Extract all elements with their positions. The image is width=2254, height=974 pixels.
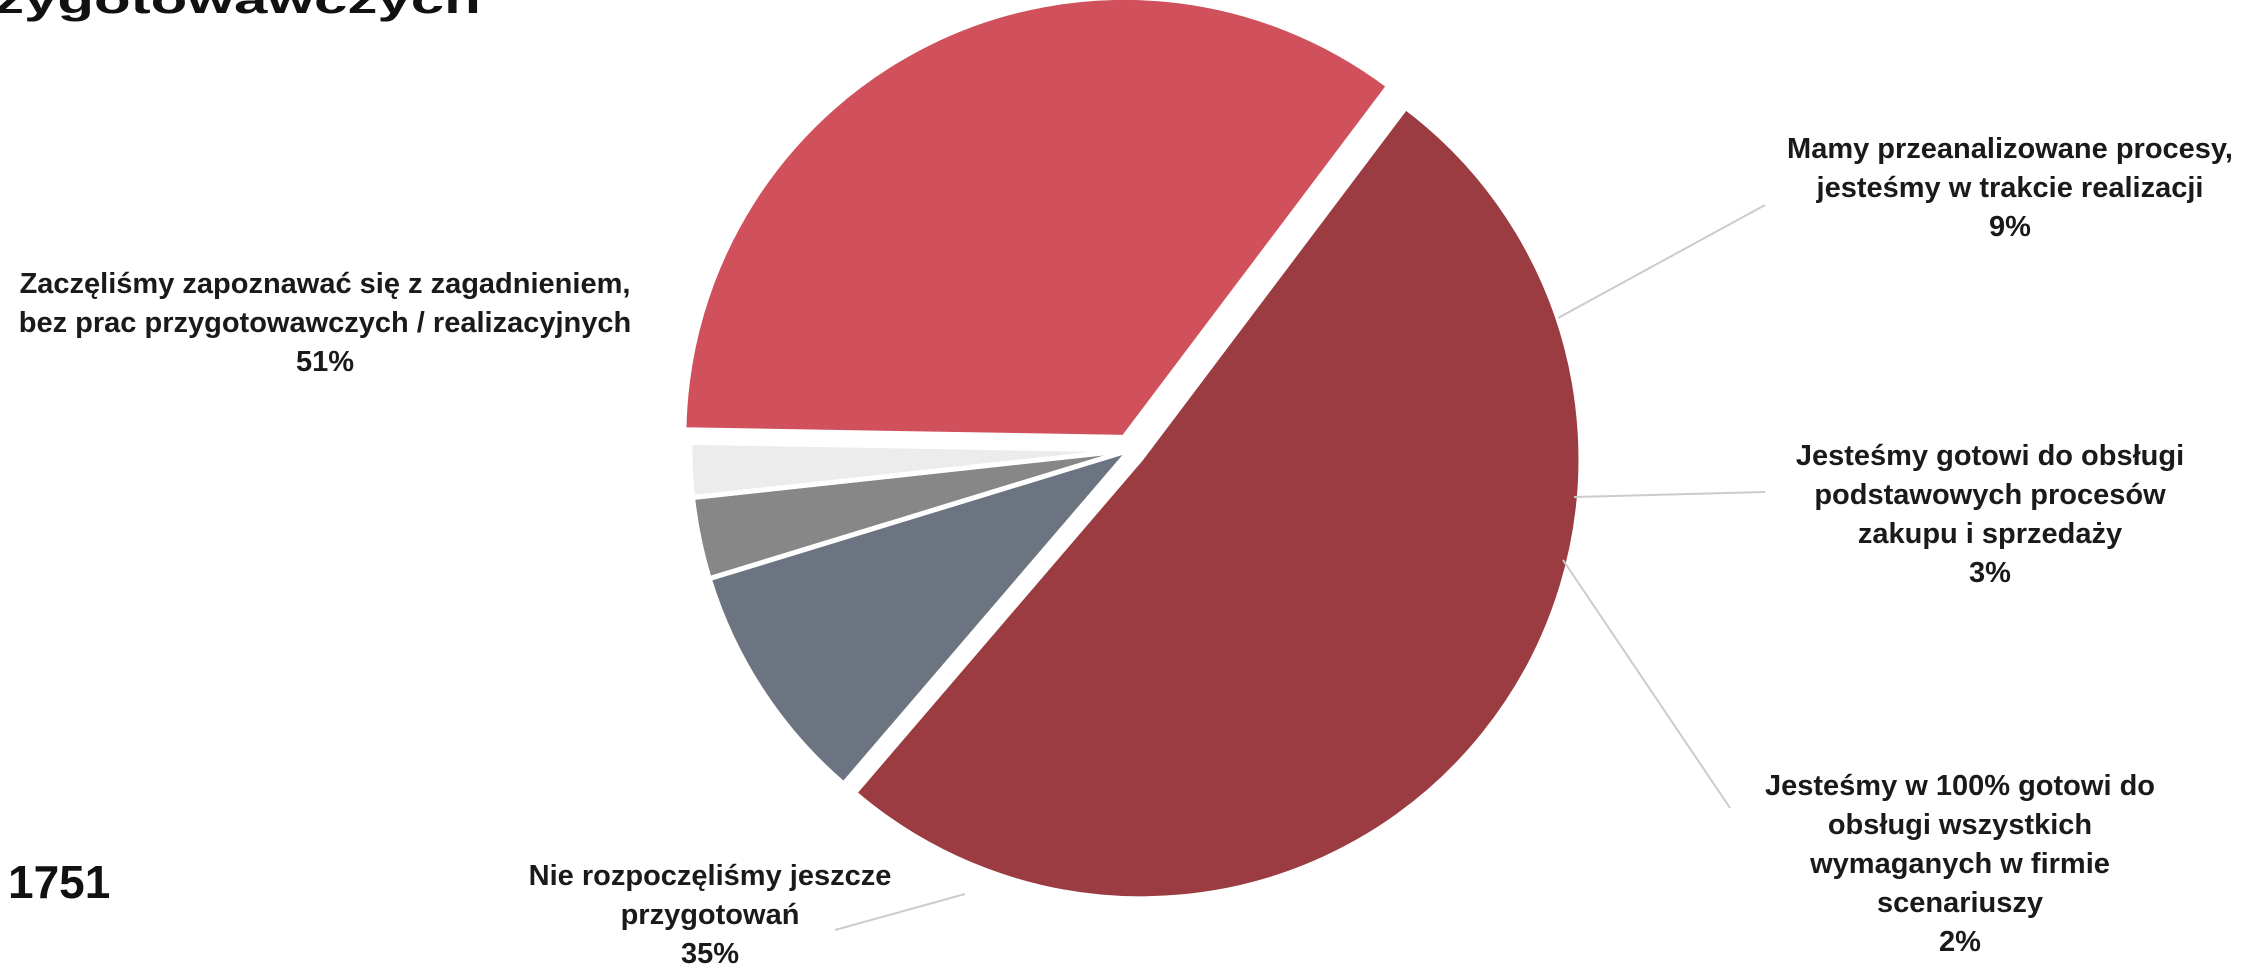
leader-line (834, 893, 966, 931)
slice-label-line: Jesteśmy gotowi do obsługi (1795, 440, 2185, 472)
slice-label-started-learning: Zaczęliśmy zapoznawać się z zagadnieniem… (0, 265, 650, 382)
slice-label-fully-ready: Jesteśmy w 100% gotowi do obsługi wszyst… (1740, 767, 2180, 962)
slice-label-line: wymaganych w firmie (1810, 848, 2110, 880)
slice-label-line: przygotowań (620, 899, 800, 931)
pie-slice-fully-ready (687, 439, 1133, 501)
slice-label-not-started: Nie rozpoczęliśmy jeszcze przygotowań 35… (510, 857, 910, 974)
slice-label-basic-ready: Jesteśmy gotowi do obsługi podstawowych … (1760, 437, 2220, 593)
slice-label-line: Zaczęliśmy zapoznawać się z zagadnieniem… (19, 268, 631, 300)
pie-slice-started-learning (852, 104, 1584, 902)
slice-label-line: Jesteśmy w 100% gotowi do (1764, 770, 2155, 802)
slice-label-line: obsługi wszystkich (1827, 809, 2093, 841)
slice-label-analyzed-processes: Mamy przeanalizowane procesy, jesteśmy w… (1760, 130, 2254, 247)
pie-slice-analyzed-processes (706, 447, 1133, 787)
slice-percent: 2% (1939, 926, 1981, 958)
slice-label-line: scenariuszy (1876, 887, 2044, 919)
leader-line (1557, 204, 1766, 319)
slice-label-line: Nie rozpoczęliśmy jeszcze (528, 860, 892, 892)
slice-label-line: podstawowych procesów (1814, 479, 2166, 511)
slice-percent: 9% (1989, 211, 2031, 243)
leader-line (1562, 559, 1731, 809)
slice-percent: 51% (295, 346, 355, 378)
slice-percent: 35% (680, 938, 740, 970)
slice-label-line: bez prac przygotowawczych / realizacyjny… (18, 307, 632, 339)
slice-label-line: Mamy przeanalizowane procesy, (1787, 133, 2233, 165)
pie-slice-not-started (681, 0, 1392, 440)
slice-percent: 3% (1969, 557, 2011, 589)
slice-label-line: jesteśmy w trakcie realizacji (1816, 172, 2204, 204)
slice-label-line: zakupu i sprzedaży (1857, 518, 2123, 550)
chart-title-fragment: zygotowawczych (0, 0, 481, 22)
sample-size-label: 1751 (8, 856, 111, 908)
leader-line (1573, 491, 1766, 498)
